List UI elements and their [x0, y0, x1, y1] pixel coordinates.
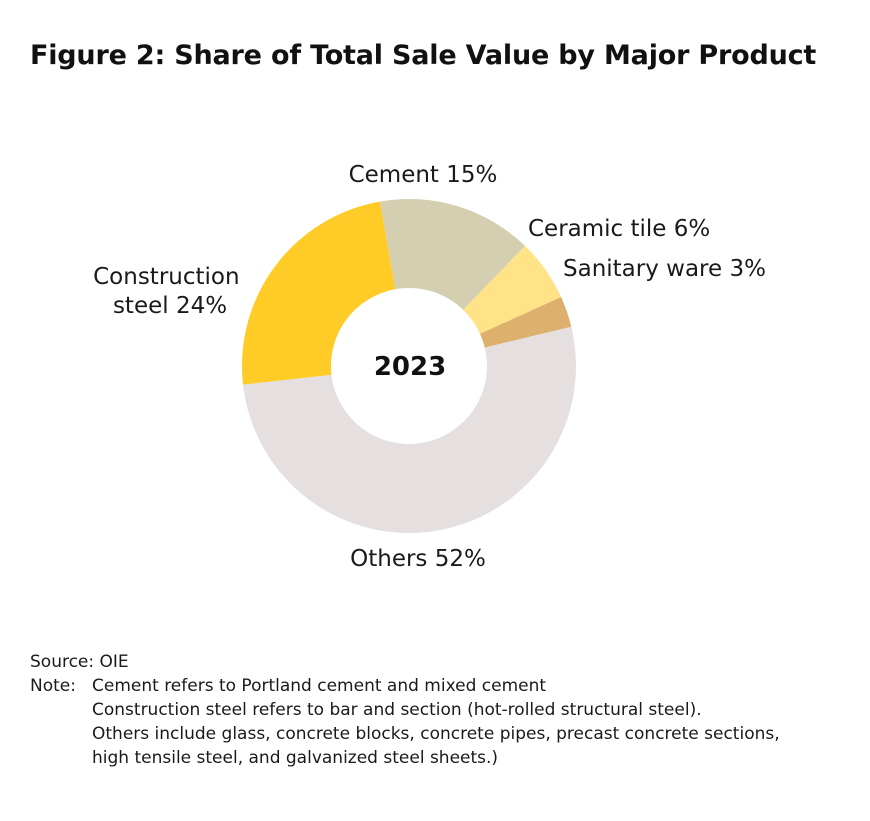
donut-slice-cement [380, 199, 526, 310]
donut-chart: 2023 Cement 15% Ceramic tile 6% Sanitary… [93, 162, 766, 572]
note-line-2: Construction steel refers to bar and sec… [92, 700, 702, 720]
chart-title: Figure 2: Share of Total Sale Value by M… [30, 40, 817, 71]
notes-block: Source: OIE Note: Cement refers to Portla… [30, 650, 780, 770]
donut-slice-sanitary-ware [480, 297, 572, 348]
note-line-4: high tensile steel, and galvanized steel… [92, 748, 499, 768]
donut-slice-ceramic-tile [463, 245, 562, 334]
slice-label-ceramic-tile: Ceramic tile 6% [528, 216, 710, 242]
note-line-3: Others include glass, concrete blocks, c… [92, 724, 780, 744]
donut-slices [242, 199, 576, 533]
source-line: Source: OIE [30, 652, 129, 672]
slice-label-cement: Cement 15% [349, 162, 498, 188]
donut-slice-construction-steel [242, 201, 396, 385]
slice-label-others: Others 52% [350, 546, 486, 572]
slice-label-construction-steel: Construction steel 24% [93, 264, 247, 319]
slice-label-sanitary-ware: Sanitary ware 3% [563, 256, 766, 282]
note-heading: Note: [30, 676, 76, 696]
donut-slice-others [243, 326, 576, 533]
center-label: 2023 [374, 352, 446, 382]
note-line-1: Cement refers to Portland cement and mix… [92, 676, 547, 696]
